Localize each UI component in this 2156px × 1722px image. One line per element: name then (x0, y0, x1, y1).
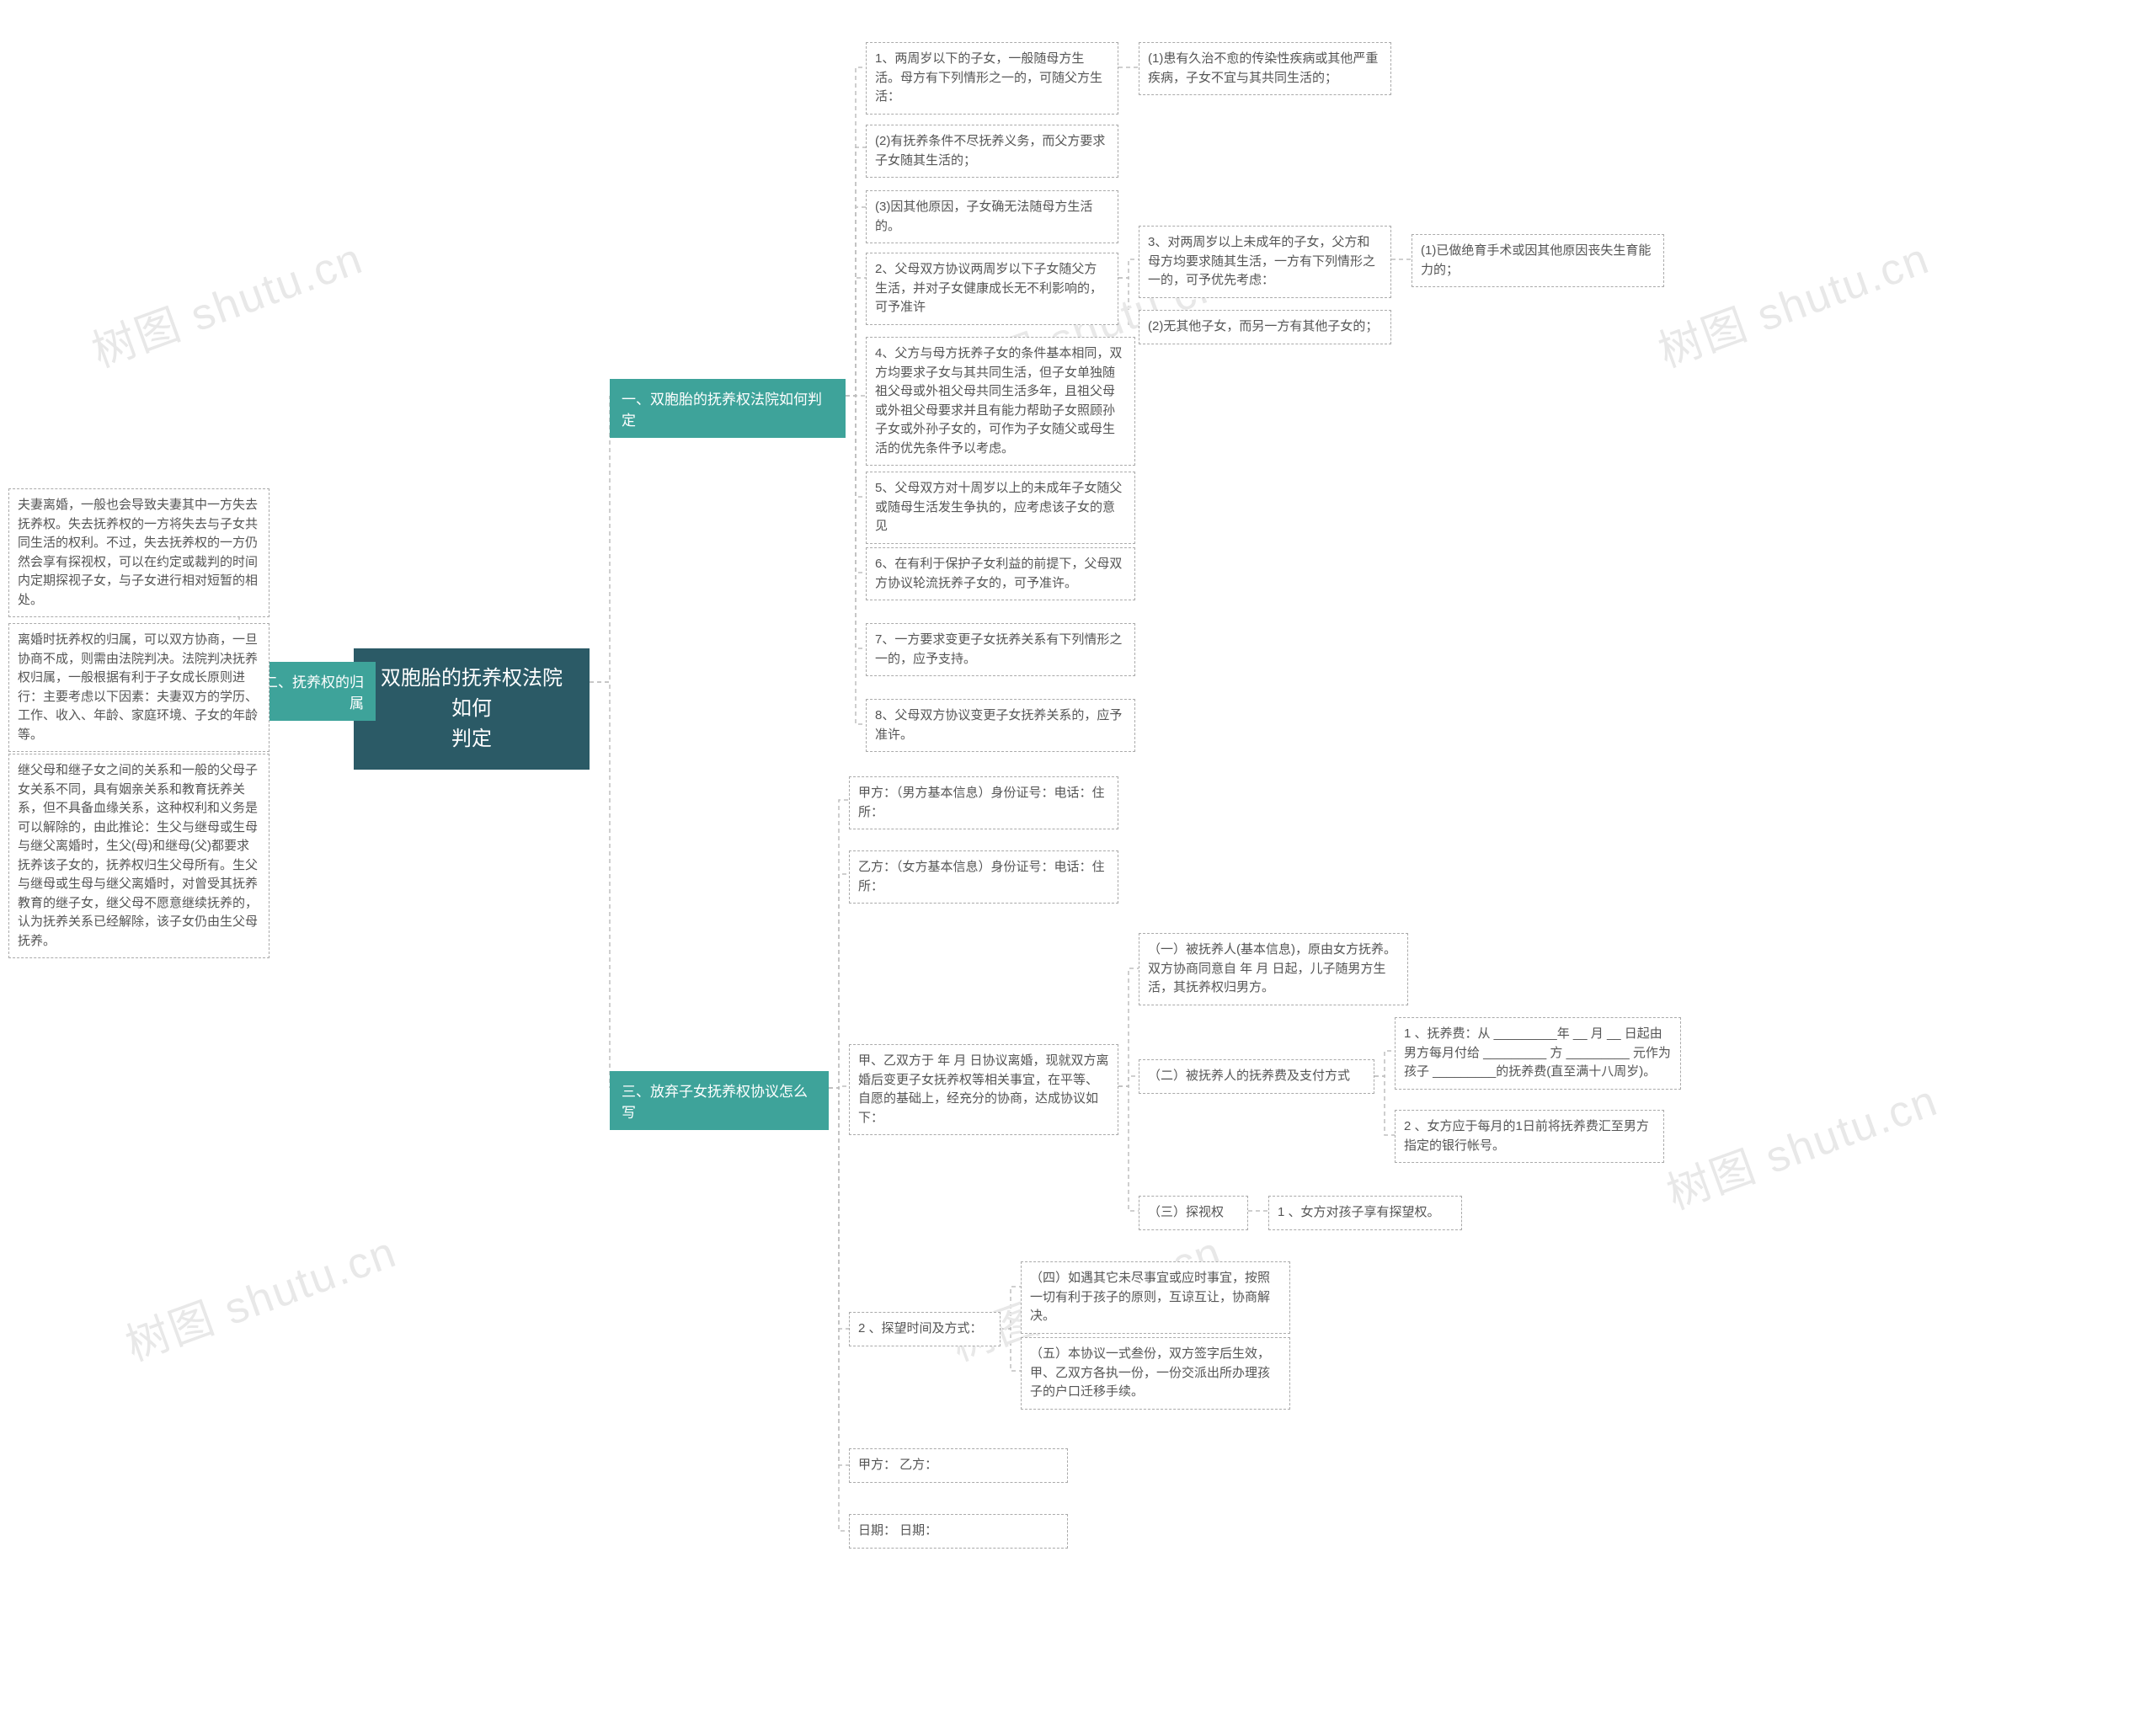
watermark: 树图 shutu.cn (1657, 1065, 1945, 1222)
b1-c2[interactable]: (3)因其他原因，子女确无法随母方生活的。 (866, 190, 1118, 243)
b2-c0[interactable]: 夫妻离婚，一般也会导致夫妻其中一方失去抚养权。失去抚养权的一方将失去与子女共同生… (8, 488, 270, 617)
b2-c2[interactable]: 继父母和继子女之间的关系和一般的父母子女关系不同，具有姻亲关系和教育抚养关系，但… (8, 754, 270, 958)
b3-c3[interactable]: 2 、探望时间及方式： (849, 1312, 1001, 1346)
b1-c6[interactable]: 6、在有利于保护子女利益的前提下，父母双方协议轮流抚养子女的，可予准许。 (866, 547, 1135, 600)
watermark: 树图 shutu.cn (1648, 223, 1936, 380)
b1-c3-1[interactable]: (2)无其他子女，而另一方有其他子女的； (1139, 310, 1391, 344)
root-line1: 双胞胎的抚养权法院如何 (381, 667, 563, 720)
branch-3[interactable]: 三、放弃子女抚养权协议怎么写 (610, 1071, 829, 1130)
root-line2: 判定 (451, 728, 492, 750)
b3-c4[interactable]: 甲方： 乙方： (849, 1448, 1068, 1483)
b2-c1[interactable]: 离婚时抚养权的归属，可以双方协商，一旦协商不成，则需由法院判决。法院判决抚养权归… (8, 623, 270, 752)
b3-c1[interactable]: 乙方：（女方基本信息）身份证号：电话：住所： (849, 850, 1118, 904)
b1-c3-0-0[interactable]: (1)已做绝育手术或因其他原因丧失生育能力的； (1412, 234, 1664, 287)
b3-c2-2-0[interactable]: 1 、女方对孩子享有探望权。 (1268, 1196, 1462, 1230)
b1-c3-0[interactable]: 3、对两周岁以上未成年的子女，父方和母方均要求随其生活，一方有下列情形之一的，可… (1139, 226, 1391, 298)
b3-c2-1[interactable]: （二）被抚养人的抚养费及支付方式 (1139, 1059, 1374, 1094)
b3-c0[interactable]: 甲方：（男方基本信息）身份证号：电话：住所： (849, 776, 1118, 829)
b3-c3-0[interactable]: （四）如遇其它未尽事宜或应时事宜，按照一切有利于孩子的原则，互谅互让，协商解决。 (1021, 1261, 1290, 1334)
b3-c2[interactable]: 甲、乙双方于 年 月 日协议离婚，现就双方离婚后变更子女抚养权等相关事宜，在平等… (849, 1044, 1118, 1135)
b3-c2-2[interactable]: （三）探视权 (1139, 1196, 1248, 1230)
b3-c2-1-0[interactable]: 1 、抚养费：从 _________年 __ 月 __ 日起由男方每月付给 __… (1395, 1017, 1681, 1090)
b1-c8[interactable]: 8、父母双方协议变更子女抚养关系的，应予准许。 (866, 699, 1135, 752)
b3-c5[interactable]: 日期： 日期： (849, 1514, 1068, 1549)
root-node[interactable]: 双胞胎的抚养权法院如何 判定 (354, 648, 590, 770)
b3-c2-0[interactable]: （一）被抚养人(基本信息)，原由女方抚养。双方协商同意自 年 月 日起，儿子随男… (1139, 933, 1408, 1005)
b3-c3-1[interactable]: （五）本协议一式叁份，双方签字后生效，甲、乙双方各执一份，一份交派出所办理孩子的… (1021, 1337, 1290, 1410)
watermark: 树图 shutu.cn (115, 1217, 403, 1373)
watermark: 树图 shutu.cn (82, 223, 370, 380)
branch-3-label: 三、放弃子女抚养权协议怎么写 (622, 1084, 808, 1121)
b3-c2-1-1[interactable]: 2 、女方应于每月的1日前将抚养费汇至男方指定的银行帐号。 (1395, 1110, 1664, 1163)
b1-c7[interactable]: 7、一方要求变更子女抚养关系有下列情形之一的，应予支持。 (866, 623, 1135, 676)
b1-c0-0[interactable]: (1)患有久治不愈的传染性疾病或其他严重疾病，子女不宜与其共同生活的； (1139, 42, 1391, 95)
branch-2-label: 二、抚养权的归属 (264, 674, 364, 712)
b1-c1[interactable]: (2)有抚养条件不尽抚养义务，而父方要求子女随其生活的； (866, 125, 1118, 178)
b1-c4[interactable]: 4、父方与母方抚养子女的条件基本相同，双方均要求子女与其共同生活，但子女单独随祖… (866, 337, 1135, 466)
branch-1-label: 一、双胞胎的抚养权法院如何判定 (622, 392, 822, 429)
b1-c0[interactable]: 1、两周岁以下的子女，一般随母方生活。母方有下列情形之一的，可随父方生活： (866, 42, 1118, 115)
b1-c5[interactable]: 5、父母双方对十周岁以上的未成年子女随父或随母生活发生争执的，应考虑该子女的意见 (866, 472, 1135, 544)
branch-1[interactable]: 一、双胞胎的抚养权法院如何判定 (610, 379, 846, 438)
b1-c3[interactable]: 2、父母双方协议两周岁以下子女随父方生活，并对子女健康成长无不利影响的，可予准许 (866, 253, 1118, 325)
